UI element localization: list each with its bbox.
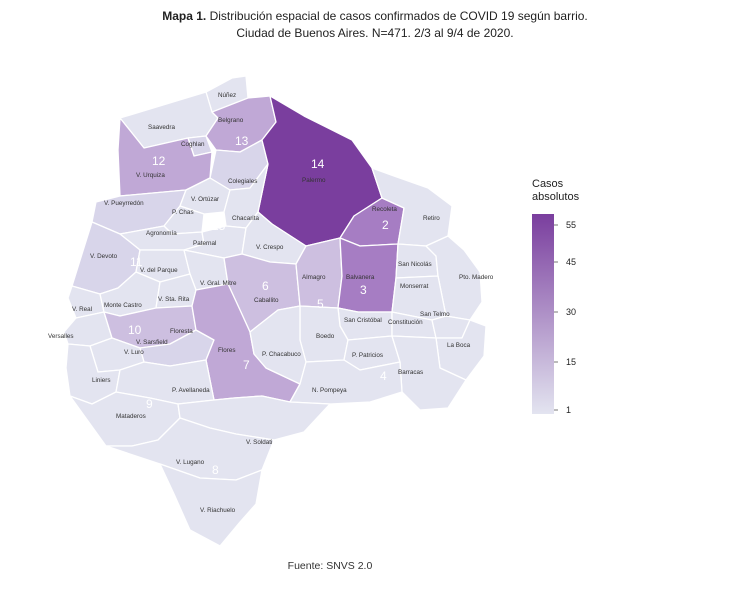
label-monserrat: Monserrat (400, 283, 429, 290)
label-v-gral-mitre: V. Gral. Mitre (200, 280, 237, 287)
label-v-lugano: V. Lugano (176, 459, 205, 466)
label-nunez: Núñez (218, 92, 236, 99)
map-title-bold: Mapa 1. (162, 9, 207, 23)
commune-number-6: 6 (262, 279, 269, 293)
label-pto-madero: Pto. Madero (459, 274, 494, 281)
region-retiro (371, 167, 453, 247)
label-barracas: Barracas (398, 369, 423, 376)
label-retiro: Retiro (423, 215, 440, 222)
label-liniers: Liniers (92, 377, 111, 384)
commune-number-14: 14 (311, 157, 325, 171)
region-pto-madero (425, 235, 483, 321)
label-san-nicolas: San Nicolás (398, 261, 432, 268)
commune-numbers: 14 13 12 2 15 11 6 5 3 10 7 9 8 4 (128, 134, 389, 477)
commune-number-11: 11 (130, 255, 143, 269)
label-constitucion: Constitución (388, 319, 423, 326)
source-note: Fuente: SNVS 2.0 (287, 560, 373, 572)
label-v-sarsfield: V. Sarsfield (136, 339, 168, 346)
commune-number-9: 9 (146, 397, 153, 411)
label-paternal: Paternal (193, 240, 216, 247)
label-almagro: Almagro (302, 274, 326, 281)
label-p-chas: P. Chas (172, 209, 194, 216)
map-title-line2: Ciudad de Buenos Aires. N=471. 2/3 al 9/… (236, 26, 514, 40)
label-v-soldati: V. Soldati (246, 439, 272, 446)
label-chacarita: Chacarita (232, 215, 259, 222)
map-title-line1: Distribución espacial de casos confirmad… (209, 9, 588, 23)
label-v-del-parque: V. del Parque (140, 267, 178, 274)
neighborhood-labels: Núñez Saavedra Coghlan Belgrano V. Urqui… (48, 92, 494, 514)
legend-color-bar (532, 214, 554, 414)
commune-number-13: 13 (235, 134, 249, 148)
label-mataderos: Mataderos (116, 413, 146, 420)
label-v-riachuelo: V. Riachuelo (200, 507, 236, 514)
legend-ticks: 55 45 30 15 1 (554, 220, 576, 415)
label-caballito: Caballito (254, 297, 279, 304)
commune-number-15: 15 (212, 219, 226, 233)
label-v-luro: V. Luro (124, 349, 144, 356)
label-versalles: Versalles (48, 333, 74, 340)
label-palermo: Palermo (302, 177, 326, 184)
legend-tick-label: 30 (566, 307, 576, 317)
legend-tick-label: 45 (566, 257, 576, 267)
commune-number-5: 5 (317, 297, 324, 311)
label-v-pueyrredon: V. Pueyrredón (104, 200, 144, 207)
commune-number-7: 7 (243, 358, 250, 372)
label-belgrano: Belgrano (218, 117, 244, 124)
legend-title-line1: Casos (532, 178, 564, 190)
legend: Casos absolutos 55 45 30 15 1 (532, 178, 580, 415)
label-san-telmo: San Telmo (420, 311, 450, 318)
label-floresta: Floresta (170, 328, 193, 335)
map-title: Mapa 1. Distribución espacial de casos c… (0, 8, 750, 42)
legend-title-line2: absolutos (532, 191, 580, 203)
commune-number-2: 2 (382, 218, 389, 232)
commune-number-4: 4 (380, 369, 387, 383)
label-v-crespo: V. Crespo (256, 244, 284, 251)
label-v-sta-rita: V. Sta. Rita (158, 296, 190, 303)
label-la-boca: La Boca (447, 342, 471, 349)
commune-number-12: 12 (152, 154, 166, 168)
commune-number-3: 3 (360, 283, 367, 297)
label-v-devoto: V. Devoto (90, 253, 118, 260)
commune-number-10: 10 (128, 323, 142, 337)
label-colegiales: Colegiales (228, 178, 257, 185)
label-p-patricios: P. Patricios (352, 352, 383, 359)
label-p-avellaneda: P. Avellaneda (172, 387, 210, 394)
label-monte-castro: Monte Castro (104, 302, 142, 309)
neighborhood-polygons (63, 75, 487, 547)
legend-tick-label: 1 (566, 405, 571, 415)
label-n-pompeya: N. Pompeya (312, 387, 347, 394)
label-coghlan: Coghlan (181, 141, 205, 148)
label-v-urquiza: V. Urquiza (136, 172, 165, 179)
legend-tick-label: 15 (566, 357, 576, 367)
label-v-ortuzar: V. Ortúzar (191, 196, 219, 203)
label-flores: Flores (218, 347, 236, 354)
region-v-riachuelo (159, 463, 263, 547)
commune-number-8: 8 (212, 463, 219, 477)
region-v-urquiza (117, 117, 213, 197)
label-agronomia: Agronomía (146, 230, 177, 237)
legend-tick-label: 55 (566, 220, 576, 230)
label-p-chacabuco: P. Chacabuco (262, 351, 301, 358)
label-saavedra: Saavedra (148, 124, 175, 131)
label-san-cristobal: San Cristóbal (344, 317, 382, 324)
label-boedo: Boedo (316, 333, 335, 340)
region-san-cristobal (337, 307, 393, 341)
label-balvanera: Balvanera (346, 274, 375, 281)
label-recoleta: Recoleta (372, 206, 397, 213)
label-v-real: V. Real (72, 306, 92, 313)
